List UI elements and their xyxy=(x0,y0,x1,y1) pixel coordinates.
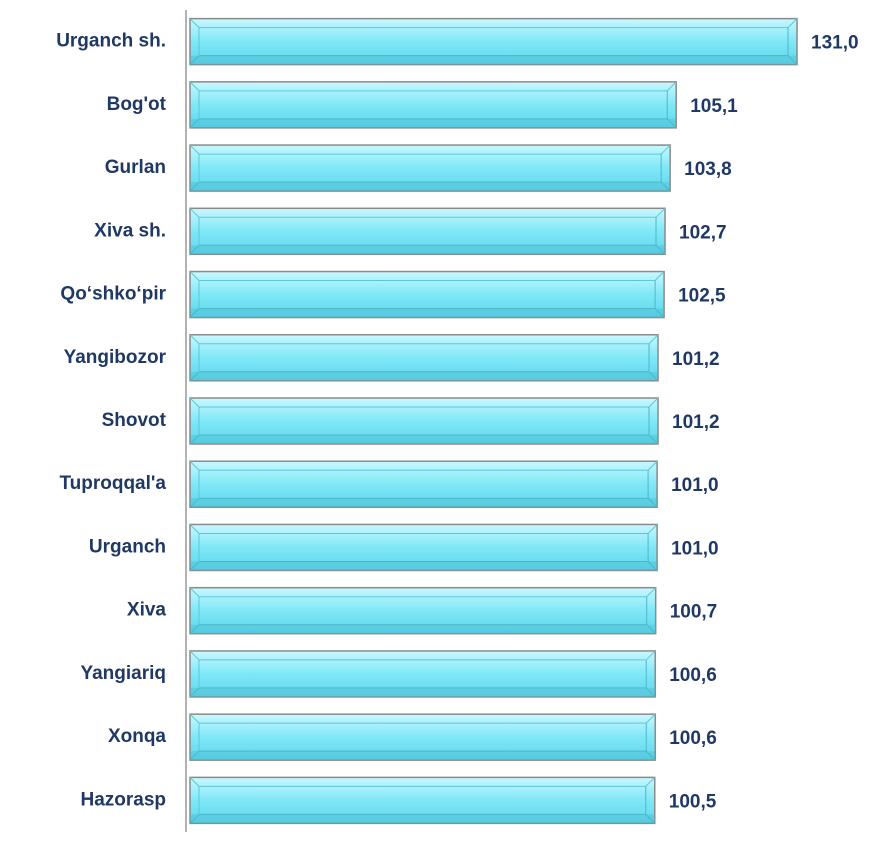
y-tick-label: Urganch sh. xyxy=(56,31,166,52)
bar-bevel xyxy=(189,334,659,345)
bar-shade xyxy=(190,751,656,761)
bar xyxy=(189,81,677,129)
value-label: 101,0 xyxy=(671,475,719,496)
bar-shade xyxy=(190,435,659,444)
y-tick-label: Xonqa xyxy=(108,726,166,747)
value-label: 100,6 xyxy=(669,728,717,749)
bar xyxy=(189,776,656,825)
value-label: 102,7 xyxy=(679,222,727,243)
value-label: 101,0 xyxy=(671,538,719,559)
y-tick-label: Tuproqqal'a xyxy=(59,473,166,494)
bar-bevel xyxy=(189,244,666,255)
y-tick-label: Yangibozor xyxy=(64,347,167,368)
y-tick-label: Xiva xyxy=(127,600,167,621)
bar-shade xyxy=(190,308,665,318)
y-tick-label: Shovot xyxy=(102,410,167,431)
value-label: 102,5 xyxy=(678,286,726,307)
bar-shade xyxy=(190,182,671,192)
bar-shade xyxy=(190,687,656,697)
bar-shade xyxy=(190,561,658,571)
value-label: 100,5 xyxy=(669,791,717,812)
value-label: 105,1 xyxy=(690,96,738,117)
bar-bevel xyxy=(189,687,656,698)
bar-shade xyxy=(190,245,666,255)
bar-bevel xyxy=(189,560,658,571)
bar-bevel xyxy=(189,371,659,382)
value-label: 101,2 xyxy=(672,412,720,433)
value-label: 131,0 xyxy=(811,33,859,54)
bar xyxy=(189,523,658,572)
bar-bevel xyxy=(189,18,798,29)
value-label: 100,7 xyxy=(670,602,718,623)
bar-bevel xyxy=(189,587,657,598)
bar-bevel xyxy=(189,750,656,761)
bar-bevel xyxy=(189,118,677,129)
y-tick-label: Yangiariq xyxy=(80,663,166,684)
y-tick-label: Hazorasp xyxy=(80,789,166,810)
bar-bevel xyxy=(189,460,658,471)
y-tick-label: Bog'ot xyxy=(107,94,167,115)
bar-bevel xyxy=(189,434,659,445)
bar-bevel xyxy=(189,813,656,824)
bar-bevel xyxy=(189,713,656,724)
bar-bevel xyxy=(189,650,656,661)
bar xyxy=(189,460,658,508)
bar xyxy=(189,207,666,256)
bar-bevel xyxy=(189,181,671,192)
bar-bevel xyxy=(189,777,656,787)
value-label: 100,6 xyxy=(669,665,717,686)
y-tick-label: Gurlan xyxy=(105,157,166,178)
bar-shade xyxy=(190,624,656,634)
bar-bevel xyxy=(189,271,665,282)
bar xyxy=(189,586,657,635)
bar xyxy=(189,270,665,319)
bar xyxy=(189,17,798,66)
bar xyxy=(189,334,659,382)
bar-bevel xyxy=(189,524,658,534)
bar xyxy=(189,397,659,445)
y-tick-label: Xiva sh. xyxy=(94,220,166,241)
bar-shade xyxy=(190,498,658,508)
bar-bevel xyxy=(189,308,665,318)
bar-bevel xyxy=(189,55,798,65)
y-tick-label: Qo‘shko‘pir xyxy=(60,284,166,305)
bar-shade xyxy=(190,371,659,381)
bar xyxy=(189,713,656,761)
value-label: 103,8 xyxy=(684,159,732,180)
y-tick-label: Urganch xyxy=(89,536,166,557)
value-label: 101,2 xyxy=(672,349,720,370)
bar xyxy=(189,650,656,698)
bar-bevel xyxy=(189,81,677,92)
bar-shade xyxy=(190,55,798,65)
bar-shade xyxy=(190,814,655,824)
bar-shade xyxy=(190,118,677,128)
bar-bevel xyxy=(189,207,666,218)
bar-bevel xyxy=(189,397,659,408)
bar-bevel xyxy=(189,497,658,508)
bar xyxy=(189,144,671,192)
bar-bevel xyxy=(189,144,671,155)
bar-bevel xyxy=(189,624,657,635)
